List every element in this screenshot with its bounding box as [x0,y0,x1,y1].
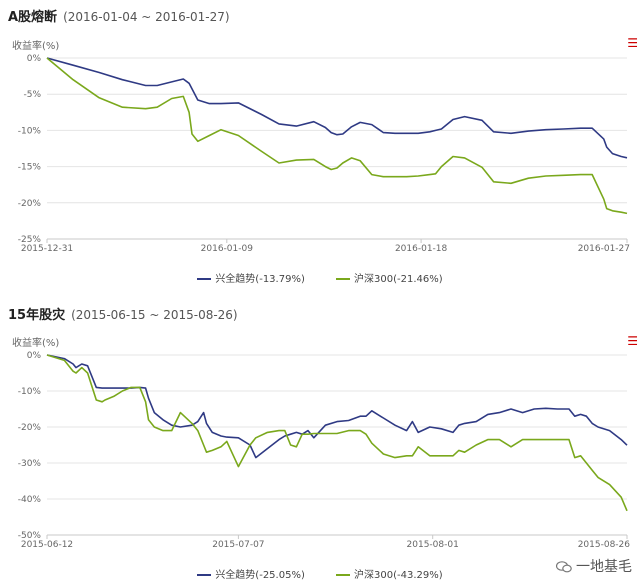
y-tick-label: -10% [18,387,42,397]
y-tick-label: -10% [18,126,42,136]
legend-label: 沪深300(-21.46%) [354,274,443,285]
legend-item[interactable]: 兴全趋势(-13.79%) [197,270,305,285]
series-line-1[interactable] [46,354,628,459]
x-tick-label: 2016-01-18 [395,244,448,254]
legend-item[interactable]: 沪深300(-43.29%) [336,566,443,581]
x-tick-label: 2016-01-09 [201,244,254,254]
chart-plot-1: 0% -5% -10% -15% -20% -25%2015-12-31 2016-01-0… [18,54,630,254]
series-line-1[interactable] [46,57,628,159]
y-tick-label: -5% [23,90,41,100]
x-tick-label: 2015-07-07 [212,540,264,550]
legend-label: 兴全趋势(-25.05%) [215,570,305,581]
chart-title: A股熔断 [8,10,58,25]
y-axis-label: 收益率(%) [12,338,60,349]
y-tick-label: 0% [27,351,42,361]
chart-title: 15年股灾 [8,308,66,323]
chart-subtitle: (2016-01-04 ~ 2016-01-27) [63,10,230,24]
y-tick-label: -40% [18,495,42,505]
x-tick-label: 2015-08-01 [407,540,459,550]
series-line-2[interactable] [46,354,628,512]
series-line-2[interactable] [46,57,628,215]
legend-label: 沪深300(-43.29%) [354,570,443,581]
menu-icon[interactable]: ☰ [627,334,638,348]
y-tick-label: 0% [27,54,42,64]
chart-plot-2: 0% -10% -20% -30% -40% -50%2015-06-12 2015-07-… [18,351,631,550]
legend-item[interactable]: 沪深300(-21.46%) [336,270,443,285]
x-tick-label: 2015-08-26 [578,540,631,550]
legend-swatch-s2 [336,574,351,576]
chart-panel-1: A股熔断 (2016-01-04 ~ 2016-01-27) ☰ 收益率(%) 0… [0,6,640,285]
legend-item[interactable]: 兴全趋势(-25.05%) [197,566,305,581]
y-tick-label: -50% [18,531,42,541]
legend-label: 兴全趋势(-13.79%) [215,274,305,285]
watermark: 一地基毛 [556,556,632,576]
y-axis-label: 收益率(%) [12,41,60,52]
x-tick-label: 2016-01-27 [578,244,630,254]
legend-swatch-s2 [336,278,351,280]
legend-swatch-s1 [197,278,212,280]
menu-icon[interactable]: ☰ [627,36,638,50]
y-tick-label: -20% [18,199,42,209]
x-tick-label: 2015-12-31 [21,244,73,254]
chart-title-row: A股熔断 (2016-01-04 ~ 2016-01-27) [8,6,230,25]
y-tick-label: -15% [18,163,42,173]
chart-title-row: 15年股灾 (2015-06-15 ~ 2015-08-26) [8,304,238,323]
chart-subtitle: (2015-06-15 ~ 2015-08-26) [71,308,238,322]
y-tick-label: -20% [18,423,42,433]
wechat-icon [556,561,572,573]
chart-panel-2: 15年股灾 (2015-06-15 ~ 2015-08-26) ☰ 收益率(%) … [0,292,640,584]
watermark-text: 一地基毛 [576,559,632,575]
y-tick-label: -30% [18,459,42,469]
chart-legend: 兴全趋势(-13.79%) 沪深300(-21.46%) [0,270,640,285]
y-tick-label: -25% [18,235,42,245]
legend-swatch-s1 [197,574,212,576]
chart-legend: 兴全趋势(-25.05%) 沪深300(-43.29%) [0,566,640,581]
x-tick-label: 2015-06-12 [21,540,73,550]
